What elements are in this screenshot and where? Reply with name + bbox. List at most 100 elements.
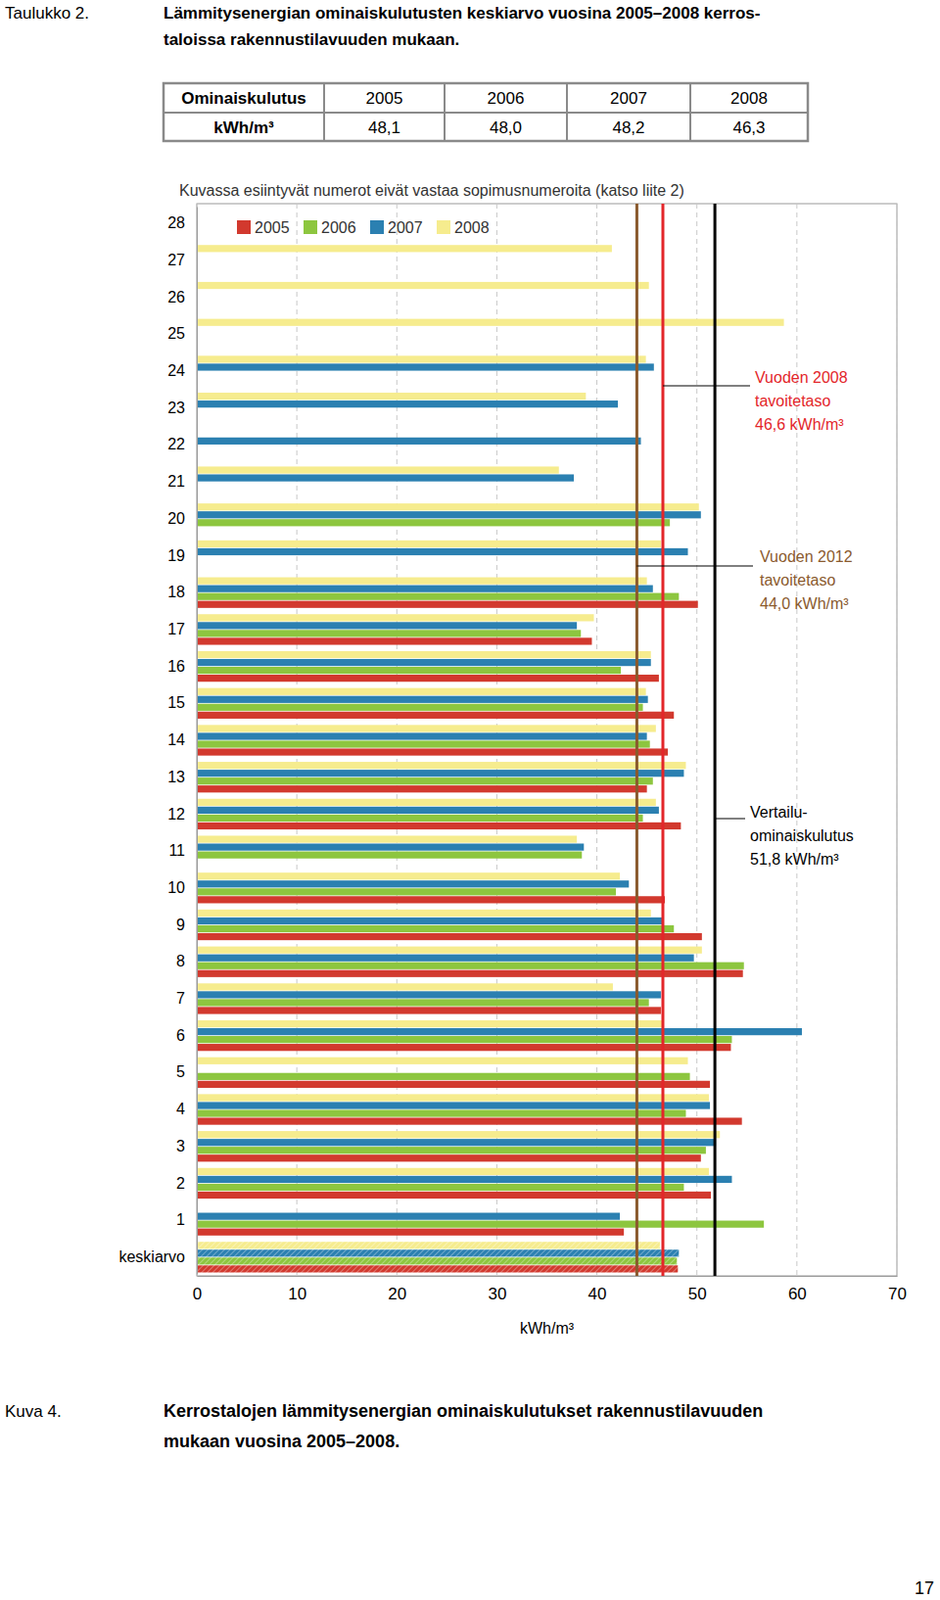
annotation-text: 46,6 kWh/m³: [754, 416, 845, 433]
grid-line: [796, 203, 798, 1276]
y-tick-label: keskiarvo: [118, 1248, 186, 1266]
bar: [196, 732, 648, 740]
figure-caption: mukaan vuosina 2005–2008.: [163, 1431, 400, 1452]
bar: [196, 1228, 624, 1236]
annotation-text: tavoitetaso: [754, 392, 831, 410]
y-tick-label: 28: [167, 214, 186, 232]
bar: [196, 503, 700, 511]
x-axis: 010203040506070: [192, 1275, 907, 1304]
bar: [196, 601, 699, 609]
figure-caption: Kerrostalojen lämmitysenergian ominaisku…: [163, 1401, 763, 1421]
bar: [196, 1175, 732, 1183]
x-axis-line: [197, 1275, 898, 1277]
annotation-text: Vuoden 2008: [754, 369, 848, 386]
reference-lines: [636, 203, 715, 1276]
legend-swatch: [370, 220, 384, 235]
table-cell: 2005: [366, 89, 404, 108]
y-tick-label: 23: [167, 399, 186, 417]
y-tick: 20: [167, 510, 197, 527]
bar: [196, 1241, 660, 1249]
y-tick: 7: [176, 989, 197, 1007]
y-tick: 2: [176, 1175, 197, 1192]
y-tick-label: 16: [167, 658, 186, 675]
y-tick: 26: [167, 288, 197, 306]
y-tick: 13: [167, 768, 197, 786]
bar: [196, 1028, 802, 1035]
y-tick-label: 2: [176, 1175, 186, 1192]
reference-line: [635, 203, 639, 1276]
bar: [196, 1146, 706, 1154]
bar: [196, 400, 618, 408]
y-tick-label: 8: [176, 952, 186, 970]
y-tick-label: 13: [167, 768, 186, 786]
y-tick-label: 19: [167, 547, 186, 564]
bar: [196, 909, 652, 917]
legend-swatch: [236, 220, 251, 235]
y-tick: 17: [167, 620, 197, 638]
bar: [196, 392, 586, 400]
annotation-text: ominaiskulutus: [750, 827, 854, 845]
table-cell: kWh/m³: [213, 118, 275, 138]
page: Taulukko 2.Lämmitysenergian ominaiskulut…: [0, 0, 940, 1600]
y-tick-label: 18: [167, 583, 186, 601]
x-tick: 10: [287, 1275, 307, 1304]
table-rule: [323, 83, 326, 141]
y-axis-line: [196, 207, 198, 1275]
bar: [196, 1093, 709, 1101]
y-tick: 8: [176, 952, 197, 970]
bar: [196, 548, 689, 556]
bar: [196, 880, 629, 888]
y-tick-label: 17: [167, 620, 186, 638]
y-tick: 1: [176, 1211, 197, 1228]
bar: [196, 983, 613, 990]
legend-swatch: [436, 220, 451, 235]
bar: [196, 437, 642, 445]
bar: [196, 835, 577, 843]
bar: [196, 740, 651, 748]
bar: [196, 1117, 743, 1125]
bar: [196, 1257, 677, 1265]
annotation-text: Vertailu-: [750, 803, 808, 821]
bar: [196, 593, 679, 601]
bar: [196, 998, 650, 1006]
y-tick-label: 24: [167, 362, 186, 379]
annotation-leader: [636, 565, 753, 567]
table-title: Lämmitysenergian ominaiskulutusten keski…: [163, 3, 760, 23]
y-tick-label: 10: [167, 879, 186, 896]
legend-label: 2008: [454, 219, 490, 236]
x-axis-title: kWh/m³: [519, 1319, 575, 1337]
x-tick-label: 60: [788, 1284, 807, 1304]
x-tick: 30: [487, 1275, 507, 1304]
bar: [196, 696, 649, 704]
bar: [196, 814, 644, 822]
bar: [196, 1213, 620, 1221]
grid-line: [896, 203, 898, 1276]
x-tick-label: 50: [688, 1284, 707, 1304]
bar: [196, 355, 647, 363]
y-tick: 3: [176, 1137, 197, 1155]
bar: [196, 244, 612, 252]
table-cell: 2008: [730, 89, 768, 108]
plot-frame: [196, 203, 897, 1276]
y-tick-label: 20: [167, 510, 186, 527]
grid: [196, 203, 897, 1276]
y-tick: 24: [167, 362, 197, 379]
table-cell: Ominaiskulutus: [181, 89, 307, 108]
bar: [196, 613, 595, 621]
bar: [196, 1073, 691, 1081]
bar: [196, 843, 584, 850]
bar: [196, 629, 581, 637]
bar: [196, 1265, 678, 1272]
y-tick: 11: [168, 842, 197, 859]
x-tick-label: 70: [888, 1284, 907, 1304]
bar: [196, 1035, 732, 1043]
bar: [196, 748, 668, 755]
table-cell: 2007: [610, 89, 648, 108]
y-tick: 15: [167, 694, 197, 711]
table-rule: [565, 83, 568, 141]
bar: [196, 1249, 679, 1257]
bar: [196, 769, 684, 777]
table-rule: [163, 111, 808, 114]
table-rule: [443, 83, 446, 141]
y-tick: 16: [167, 658, 197, 675]
